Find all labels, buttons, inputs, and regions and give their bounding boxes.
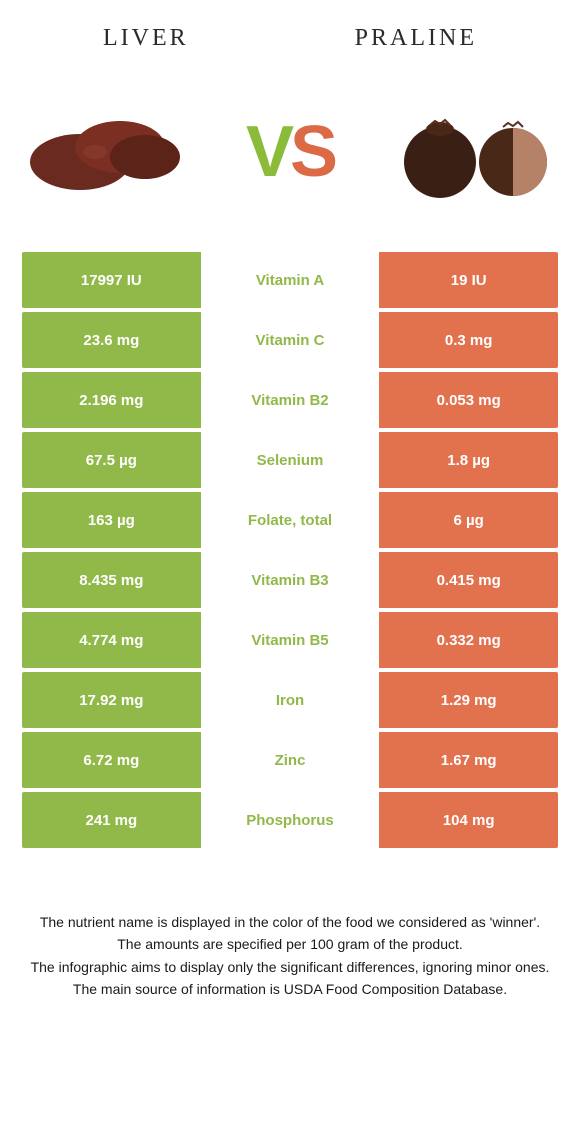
footnote-line: The nutrient name is displayed in the co… xyxy=(30,912,550,932)
cell-right-value: 1.8 µg xyxy=(379,432,558,488)
cell-right-value: 6 µg xyxy=(379,492,558,548)
cell-left-value: 4.774 mg xyxy=(22,612,201,668)
cell-left-value: 241 mg xyxy=(22,792,201,848)
cell-nutrient-name: Folate, total xyxy=(201,492,380,548)
cell-nutrient-name: Iron xyxy=(201,672,380,728)
footnote-line: The main source of information is USDA F… xyxy=(30,979,550,999)
cell-left-value: 23.6 mg xyxy=(22,312,201,368)
cell-right-value: 19 IU xyxy=(379,252,558,308)
cell-right-value: 0.415 mg xyxy=(379,552,558,608)
cell-right-value: 0.053 mg xyxy=(379,372,558,428)
cell-right-value: 1.29 mg xyxy=(379,672,558,728)
vs-row: VS xyxy=(0,62,580,252)
vs-s: S xyxy=(290,112,334,192)
cell-nutrient-name: Vitamin B5 xyxy=(201,612,380,668)
table-row: 4.774 mgVitamin B50.332 mg xyxy=(22,612,558,668)
nutrient-table: 17997 IUVitamin A19 IU23.6 mgVitamin C0.… xyxy=(0,252,580,848)
header: Liver Praline xyxy=(0,0,580,62)
vs-label: VS xyxy=(246,111,334,193)
cell-right-value: 1.67 mg xyxy=(379,732,558,788)
food-right-image xyxy=(380,92,560,212)
table-row: 23.6 mgVitamin C0.3 mg xyxy=(22,312,558,368)
cell-nutrient-name: Zinc xyxy=(201,732,380,788)
footnotes: The nutrient name is displayed in the co… xyxy=(0,852,580,1021)
cell-nutrient-name: Vitamin C xyxy=(201,312,380,368)
table-row: 17.92 mgIron1.29 mg xyxy=(22,672,558,728)
footnote-line: The infographic aims to display only the… xyxy=(30,957,550,977)
cell-right-value: 0.332 mg xyxy=(379,612,558,668)
cell-right-value: 0.3 mg xyxy=(379,312,558,368)
table-row: 67.5 µgSelenium1.8 µg xyxy=(22,432,558,488)
cell-left-value: 17.92 mg xyxy=(22,672,201,728)
table-row: 17997 IUVitamin A19 IU xyxy=(22,252,558,308)
table-row: 163 µgFolate, total6 µg xyxy=(22,492,558,548)
cell-left-value: 17997 IU xyxy=(22,252,201,308)
table-row: 6.72 mgZinc1.67 mg xyxy=(22,732,558,788)
cell-left-value: 163 µg xyxy=(22,492,201,548)
table-row: 8.435 mgVitamin B30.415 mg xyxy=(22,552,558,608)
food-left-image xyxy=(20,92,200,212)
cell-left-value: 6.72 mg xyxy=(22,732,201,788)
cell-left-value: 67.5 µg xyxy=(22,432,201,488)
cell-right-value: 104 mg xyxy=(379,792,558,848)
cell-nutrient-name: Vitamin B3 xyxy=(201,552,380,608)
cell-nutrient-name: Vitamin B2 xyxy=(201,372,380,428)
food-right-title: Praline xyxy=(355,25,477,52)
cell-nutrient-name: Phosphorus xyxy=(201,792,380,848)
cell-nutrient-name: Selenium xyxy=(201,432,380,488)
vs-v: V xyxy=(246,112,290,192)
praline-icon xyxy=(385,97,555,207)
footnote-line: The amounts are specified per 100 gram o… xyxy=(30,934,550,954)
food-left-title: Liver xyxy=(103,25,189,52)
cell-left-value: 2.196 mg xyxy=(22,372,201,428)
cell-nutrient-name: Vitamin A xyxy=(201,252,380,308)
cell-left-value: 8.435 mg xyxy=(22,552,201,608)
liver-icon xyxy=(25,97,195,207)
table-row: 2.196 mgVitamin B20.053 mg xyxy=(22,372,558,428)
table-row: 241 mgPhosphorus104 mg xyxy=(22,792,558,848)
